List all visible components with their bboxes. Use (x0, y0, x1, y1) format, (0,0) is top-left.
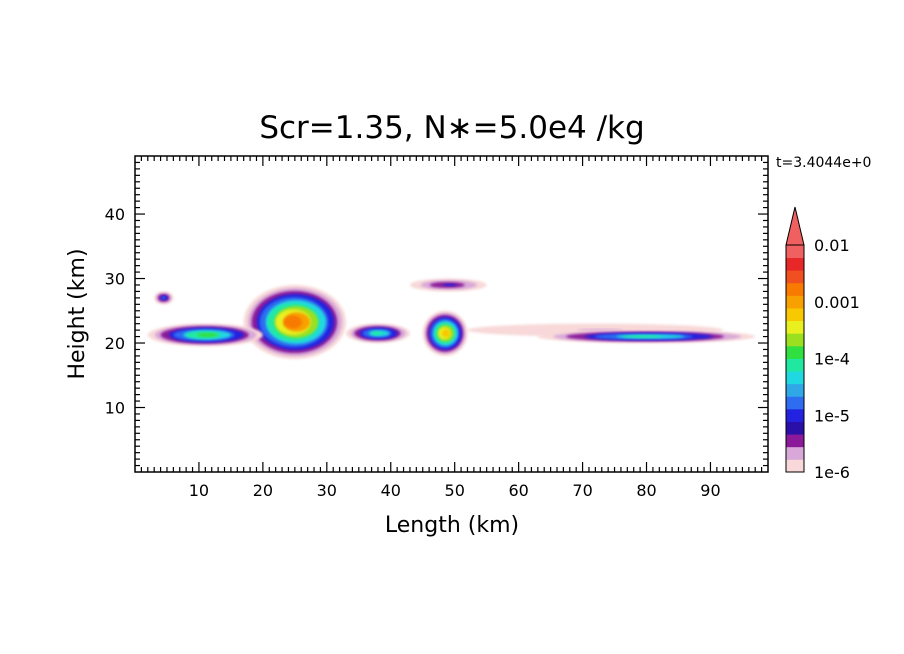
colorbar-label: 1e-5 (814, 406, 850, 425)
time-label: t=3.4044e+0 (776, 155, 871, 171)
colorbar-swatch (786, 308, 804, 322)
contour-level (441, 329, 451, 338)
colorbar-swatch (786, 320, 804, 334)
contour-level (622, 335, 662, 338)
colorbar: 0.01 0.001 1e-4 1e-5 1e-6 (785, 206, 860, 482)
contour-level (283, 315, 303, 329)
x-tick-label: 50 (445, 481, 465, 500)
field-region-upper-patch (409, 278, 487, 292)
colorbar-swatch (786, 459, 804, 473)
x-axis-ticks: 10 20 30 40 50 60 70 80 90 (140, 156, 763, 500)
colorbar-swatch (786, 245, 804, 259)
x-tick-label: 60 (508, 481, 528, 500)
colorbar-swatch (786, 383, 804, 397)
field-region-left-layer (147, 323, 263, 347)
x-tick-label: 80 (636, 481, 656, 500)
colorbar-swatch (786, 295, 804, 309)
x-tick-label: 30 (317, 481, 337, 500)
y-tick-label: 30 (105, 270, 125, 289)
colorbar-swatch (786, 345, 804, 359)
y-axis-ticks: 10 20 30 40 (105, 161, 768, 467)
field-region-second-cell (422, 310, 468, 356)
colorbar-swatch (786, 421, 804, 435)
contour-level (442, 283, 457, 287)
contour-level (197, 332, 218, 337)
y-axis-label: Height (km) (65, 248, 90, 379)
x-axis-label: Length (km) (385, 513, 519, 538)
y-tick-label: 20 (105, 334, 125, 353)
colorbar-swatch (786, 396, 804, 410)
field-region-small-patch-left (154, 291, 174, 305)
plot-area: 10 20 30 40 50 60 70 80 90 10 20 30 40 (105, 155, 769, 500)
y-tick-label: 40 (105, 205, 125, 224)
field-region-core-main (243, 284, 346, 360)
colorbar-swatch (786, 446, 804, 460)
colorbar-swatch (786, 270, 804, 284)
field-region-mid-layer (346, 323, 410, 344)
contour-level (161, 296, 166, 300)
colorbar-swatch (786, 434, 804, 448)
colorbar-swatch (786, 257, 804, 271)
x-tick-label: 70 (572, 481, 592, 500)
chart-title: Scr=1.35, N∗=5.0e4 /kg (259, 110, 644, 146)
x-tick-label: 20 (253, 481, 273, 500)
field-region-right-patches (537, 330, 756, 344)
colorbar-swatch (786, 408, 804, 422)
colorbar-label: 0.01 (814, 236, 850, 255)
x-tick-label: 40 (381, 481, 401, 500)
colorbar-swatch (786, 282, 804, 296)
colorbar-extend-arrow (785, 206, 805, 246)
colorbar-label: 1e-6 (814, 463, 850, 482)
x-tick-label: 10 (189, 481, 209, 500)
colorbar-swatch (786, 333, 804, 347)
colorbar-label: 0.001 (814, 293, 860, 312)
x-tick-label: 90 (700, 481, 720, 500)
colorbar-swatch (786, 358, 804, 372)
contour-level (370, 331, 383, 336)
field-regions (147, 278, 756, 360)
colorbar-swatch (786, 371, 804, 385)
y-tick-label: 10 (105, 399, 125, 418)
colorbar-label: 1e-4 (814, 350, 850, 369)
